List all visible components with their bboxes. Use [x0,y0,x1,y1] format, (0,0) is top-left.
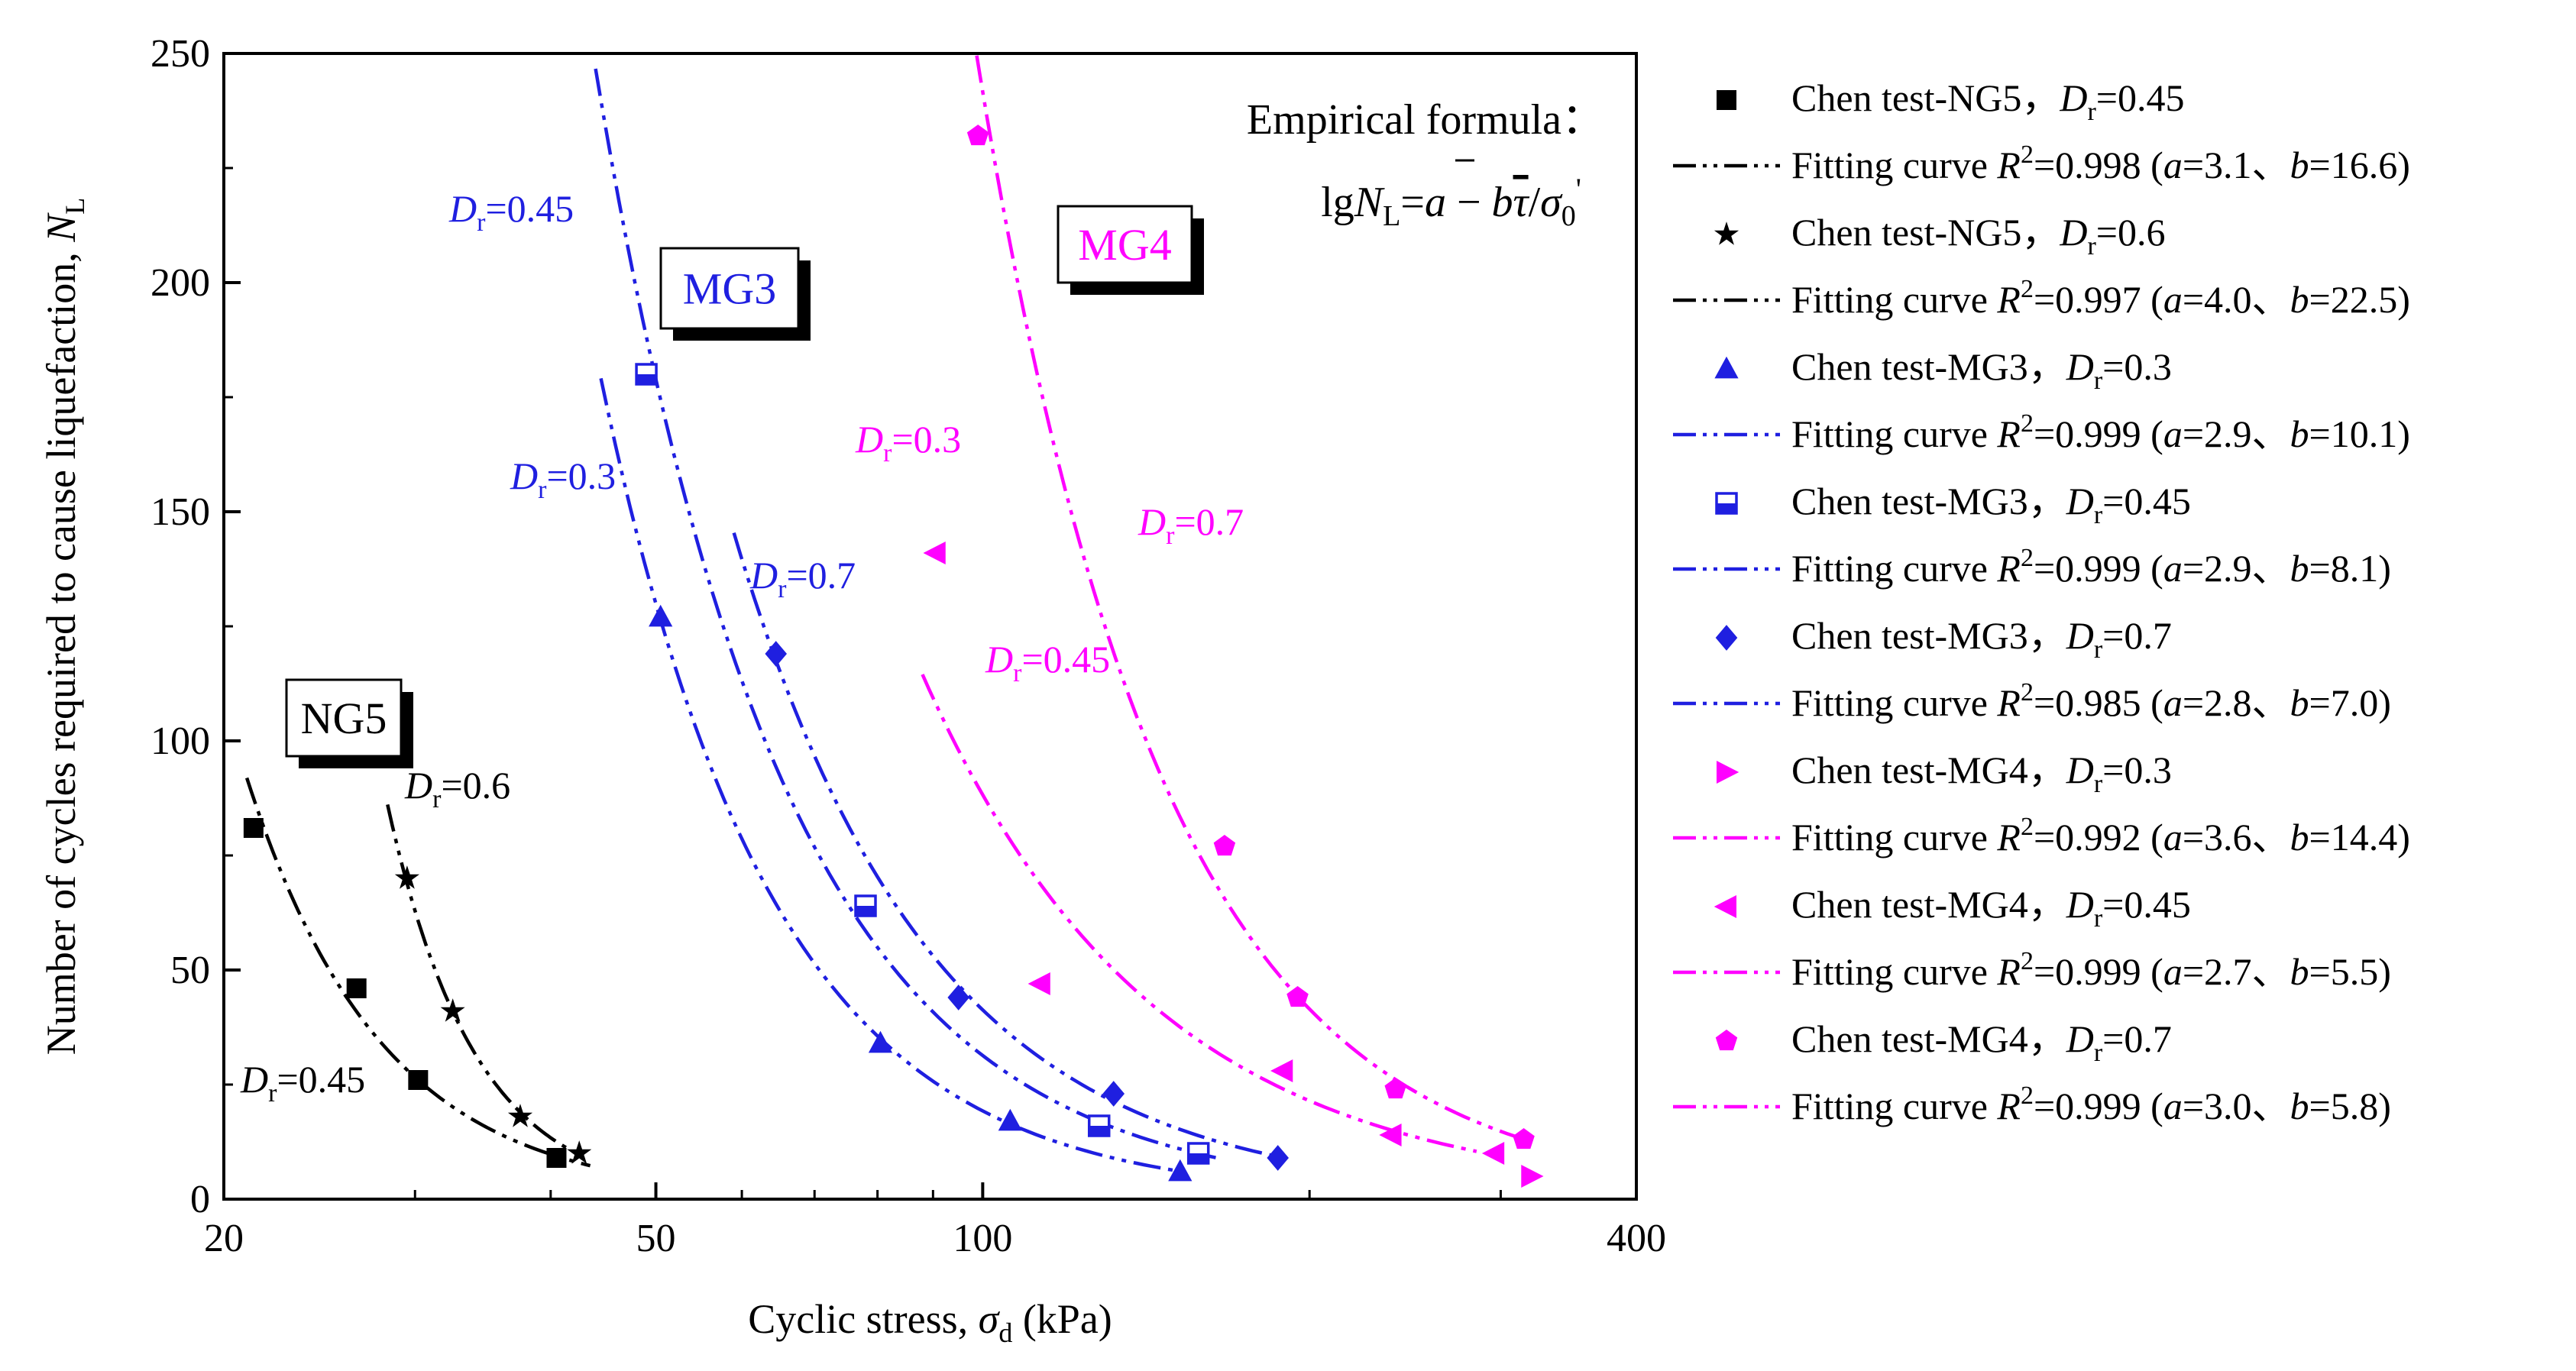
curve-label-dr: Dr=0.45 [240,1058,365,1107]
group-box-ng5: NG5 [285,678,413,768]
formula-title: Empirical formula： [1247,96,1604,144]
marker-s2-p2 [440,998,465,1022]
legend-fit-label: Fitting curve R2=0.999 (a=2.7、b=5.5) [1791,947,2391,993]
curve-label-dr: Dr=0.3 [510,454,616,504]
marker-s5-p4 [1267,1145,1289,1171]
legend-fit-label: Fitting curve R2=0.999 (a=3.0、b=5.8) [1791,1082,2391,1127]
curve-label-dr: Dr=0.6 [404,764,510,813]
legend-marker-6 [1717,761,1739,784]
fit-curve-1 [244,777,591,1168]
legend-fit-label: Fitting curve R2=0.992 (a=3.6、b=14.4) [1791,813,2410,858]
legend-marker-4 [1715,492,1738,515]
legend-marker-5 [1715,625,1738,651]
marker-s4-p4 [1186,1142,1210,1165]
y-tick-label: 100 [150,719,210,763]
legend-fit-label: Fitting curve R2=0.997 (a=4.0、b=22.5) [1791,275,2410,321]
y-tick-label: 0 [190,1178,210,1221]
legend-fit-label: Fitting curve R2=0.998 (a=3.1、b=16.6) [1791,141,2410,186]
group-box-mg4: MG4 [1057,205,1204,295]
fit-curve-5 [732,532,1281,1159]
legend-series-label: Chen test-MG3，Dr=0.3 [1791,345,2172,395]
curve-label-dr: Dr=0.3 [855,418,961,467]
marker-s2-p3 [507,1104,533,1127]
svg-text:NG5: NG5 [301,694,387,743]
marker-s8-p3 [1286,986,1309,1007]
annotations: Empirical formula： lgNL=a − bτ/σ0' NG5 MG3 M… [240,96,1604,1107]
legend-fit-label: Fitting curve R2=0.985 (a=2.8、b=7.0) [1791,678,2391,724]
legend-marker-1 [1717,90,1736,110]
marker-s4-p3 [1087,1114,1111,1137]
curve-label-dr: Dr=0.7 [1138,500,1244,550]
fit-curve-3 [599,377,1181,1173]
marker-s8-p4 [1384,1078,1406,1099]
y-tick-label: 250 [150,32,210,76]
marker-s1-p1 [243,818,264,838]
marker-s4-p1 [635,363,658,386]
legend-marker-3 [1714,356,1739,379]
x-tick-label: 50 [636,1217,676,1260]
x-axis-title: Cyclic stress, σd (kPa) [748,1296,1112,1348]
y-tick-label: 200 [150,261,210,305]
marker-s5-p2 [947,985,970,1010]
fit-curve-4 [594,68,1219,1160]
legend-fit-label: Fitting curve R2=0.999 (a=2.9、b=8.1) [1791,544,2391,590]
legend-series-label: Chen test-MG4，Dr=0.3 [1791,749,2172,798]
legend-series-label: Chen test-NG5，Dr=0.45 [1791,76,2184,126]
marker-s7-p2 [1027,972,1050,995]
legend-series-label: Chen test-MG4，Dr=0.45 [1791,883,2191,933]
y-tick-label: 50 [170,949,210,992]
x-tick-label: 20 [204,1217,244,1260]
marker-s1-p4 [546,1148,567,1168]
curve-label-dr: Dr=0.7 [749,554,856,603]
y-axis-title: Number of cycles required to cause lique… [38,198,90,1056]
fit-curve-2 [386,804,581,1156]
curve-label-dr: Dr=0.45 [448,187,574,237]
legend-marker-2 [1714,221,1739,245]
marker-s8-p1 [966,124,989,146]
marker-s7-p4 [1379,1124,1402,1146]
svg-text:MG4: MG4 [1078,220,1171,270]
data-markers [243,124,1544,1188]
legend-series-label: Chen test-MG3，Dr=0.45 [1791,480,2191,529]
marker-s3-p2 [868,1030,893,1053]
legend-series-label: Chen test-NG5，Dr=0.6 [1791,211,2165,260]
group-box-mg3: MG3 [659,247,811,341]
legend: Chen test-NG5，Dr=0.45 Fitting curve R2=0.… [1673,76,2410,1127]
marker-s3-p4 [1168,1159,1193,1182]
marker-s8-p5 [1513,1128,1535,1150]
svg-text:MG3: MG3 [683,264,776,314]
x-tick-label: 100 [953,1217,1012,1260]
x-tick-label: 400 [1607,1217,1666,1260]
fitting-curves [244,53,1529,1173]
marker-s3-p1 [649,604,673,627]
marker-s2-p4 [567,1140,592,1164]
marker-s7-p3 [1270,1059,1293,1082]
legend-marker-7 [1714,895,1736,918]
marker-s5-p1 [765,641,788,667]
marker-s5-p3 [1102,1081,1125,1107]
y-tick-label: 150 [150,490,210,534]
fit-curve-8 [974,53,1529,1143]
marker-s7-p1 [923,542,946,564]
axis-ticks: 0 50 100 150 200 250 20 50 100 400 Cyclic stress, … [38,32,1666,1348]
legend-marker-8 [1715,1030,1738,1051]
fit-curve-7 [921,674,1477,1153]
marker-s2-p1 [394,865,419,889]
marker-s6-p1 [1521,1165,1544,1188]
curve-label-dr: Dr=0.45 [985,638,1110,687]
legend-series-label: Chen test-MG4，Dr=0.7 [1791,1017,2172,1067]
marker-s1-p2 [346,978,367,998]
legend-fit-label: Fitting curve R2=0.999 (a=2.9、b=10.1) [1791,409,2410,455]
marker-s1-p3 [408,1070,429,1090]
marker-s8-p2 [1213,835,1236,856]
formula-equation: lgNL=a − bτ/σ0' [1321,172,1581,232]
marker-s7-p5 [1481,1142,1505,1165]
legend-series-label: Chen test-MG3，Dr=0.7 [1791,614,2172,664]
marker-s4-p2 [854,894,877,917]
marker-s3-p3 [998,1108,1022,1131]
